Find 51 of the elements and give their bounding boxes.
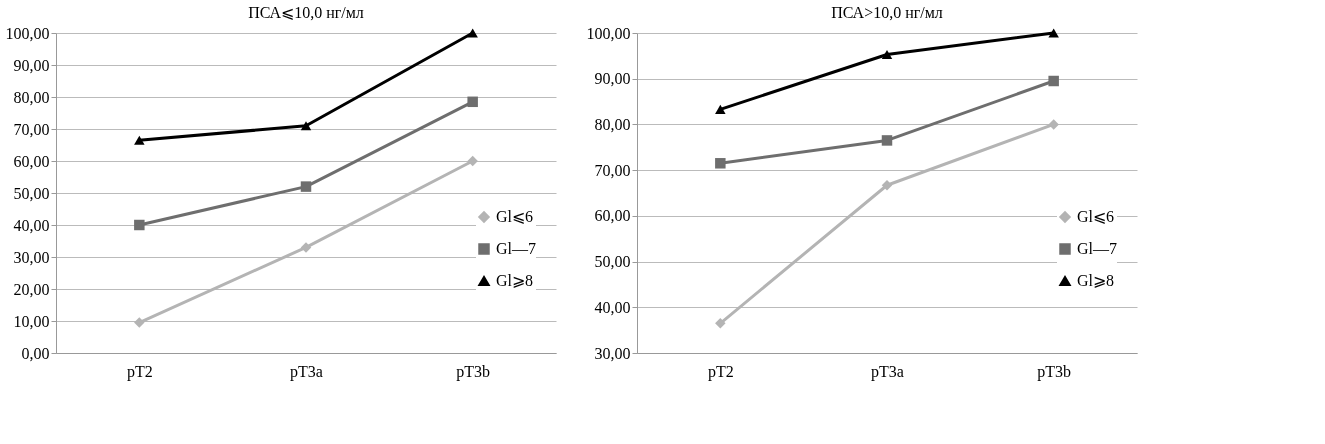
- y-tick-label: 90,00: [594, 70, 631, 88]
- legend-label: Gl⩾8: [496, 272, 533, 289]
- point: [467, 155, 478, 167]
- point: [134, 317, 145, 328]
- x-tick-label: pT3a: [871, 362, 904, 381]
- point: [467, 96, 478, 108]
- point: [134, 135, 145, 145]
- point: [1048, 28, 1059, 38]
- point: [134, 219, 145, 231]
- y-tick-label: 20,00: [13, 280, 50, 298]
- point: [1048, 119, 1059, 130]
- point: [881, 179, 893, 191]
- y-tick-label: 70,00: [594, 161, 631, 179]
- y-tick-label: 30,00: [594, 344, 631, 362]
- chart-title: ПСА⩽10,0 нг/мл: [248, 4, 364, 21]
- point: [1048, 75, 1059, 87]
- x-tick-label: pT2: [707, 362, 734, 381]
- y-tick-label: 60,00: [13, 152, 50, 170]
- point: [300, 181, 312, 192]
- y-tick-label: 30,00: [13, 248, 50, 266]
- x-tick-label: pT3b: [456, 362, 491, 381]
- point: [300, 242, 312, 253]
- y-tick-label: 80,00: [13, 88, 50, 106]
- point: [715, 318, 726, 329]
- legend-label: Gl—7: [496, 240, 536, 257]
- chart-title: ПСА>10,0 нг/мл: [831, 4, 943, 21]
- point: [715, 158, 726, 169]
- x-tick-label: pT3a: [290, 362, 323, 381]
- point: [300, 121, 312, 131]
- y-tick-label: 0,00: [21, 344, 50, 362]
- y-tick-label: 60,00: [594, 207, 631, 225]
- legend-label: Gl⩽6: [496, 208, 533, 225]
- y-tick-label: 100,00: [586, 24, 631, 42]
- point: [467, 28, 478, 38]
- y-tick-label: 100,00: [5, 24, 50, 42]
- x-tick-label: pT2: [126, 362, 153, 381]
- x-tick-label: pT3b: [1037, 362, 1072, 381]
- point: [881, 135, 893, 146]
- y-tick-label: 50,00: [594, 253, 631, 271]
- y-tick-label: 90,00: [13, 56, 50, 74]
- y-tick-label: 70,00: [13, 120, 50, 138]
- point: [715, 104, 726, 114]
- y-tick-label: 10,00: [13, 312, 50, 330]
- y-tick-label: 40,00: [594, 298, 631, 316]
- legend-label: Gl—7: [1077, 240, 1117, 257]
- y-tick-label: 80,00: [594, 115, 631, 133]
- legend-label: Gl⩽6: [1077, 208, 1114, 225]
- y-tick-label: 40,00: [13, 216, 50, 234]
- point: [881, 49, 893, 60]
- y-tick-label: 50,00: [13, 184, 50, 202]
- legend-label: Gl⩾8: [1077, 272, 1114, 289]
